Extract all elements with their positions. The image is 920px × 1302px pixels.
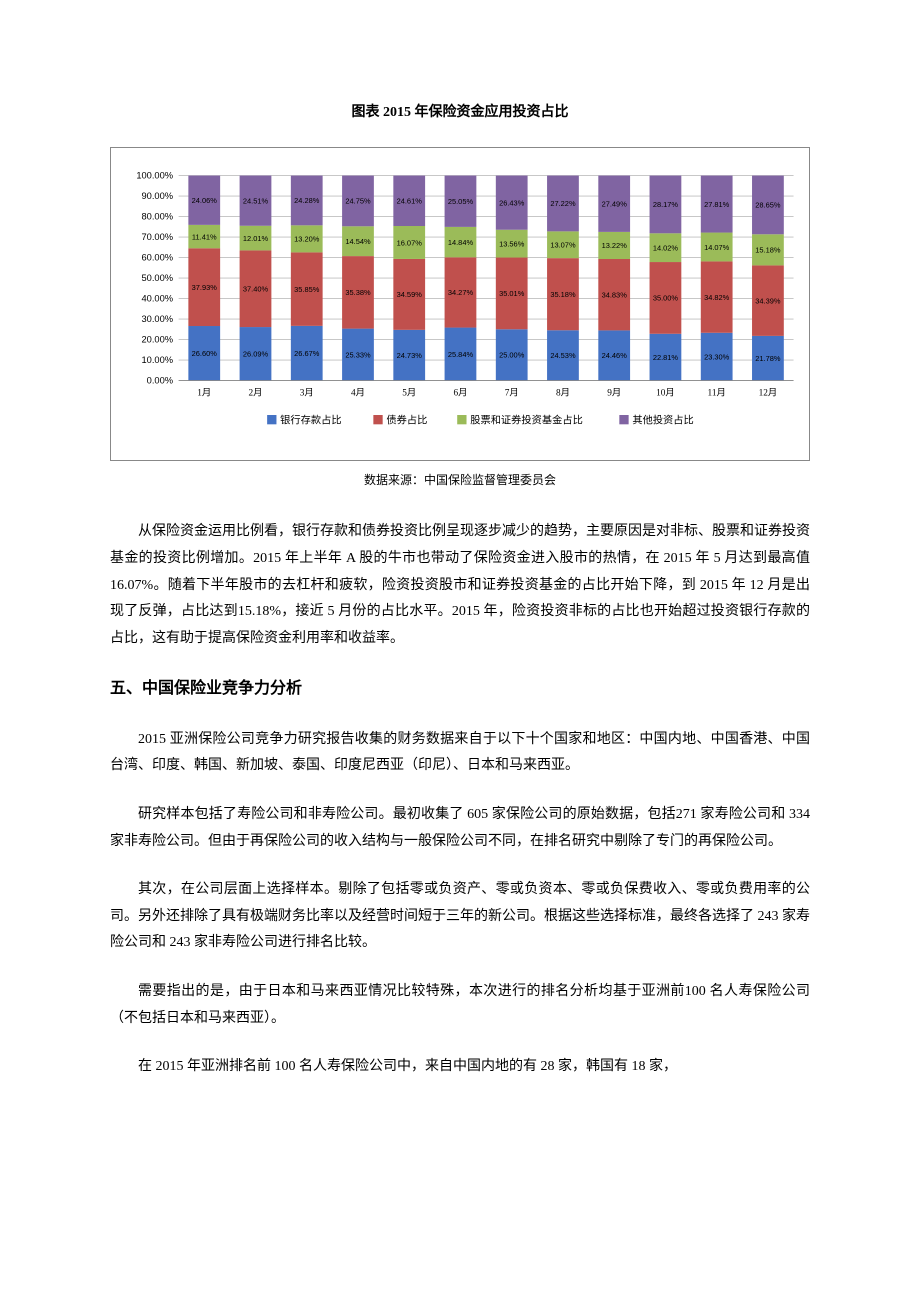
svg-text:34.27%: 34.27%: [448, 288, 474, 297]
svg-text:60.00%: 60.00%: [141, 252, 173, 262]
svg-text:24.61%: 24.61%: [397, 196, 423, 205]
svg-text:9月: 9月: [607, 387, 621, 398]
svg-text:34.59%: 34.59%: [397, 290, 423, 299]
svg-text:13.20%: 13.20%: [294, 234, 320, 243]
svg-text:27.22%: 27.22%: [550, 199, 576, 208]
chart-container: 0.00% 10.00% 20.00% 30.00% 40.00% 50.00% 60.00…: [110, 147, 810, 461]
svg-text:35.38%: 35.38%: [345, 288, 371, 297]
svg-text:24.28%: 24.28%: [294, 196, 320, 205]
paragraph-4: 其次，在公司层面上选择样本。剔除了包括零或负资产、零或负资本、零或负保费收入、零…: [110, 877, 810, 957]
svg-text:7月: 7月: [505, 387, 519, 398]
svg-text:37.40%: 37.40%: [243, 284, 269, 293]
section-heading: 五、中国保险业竞争力分析: [110, 674, 810, 704]
svg-text:24.73%: 24.73%: [397, 351, 423, 360]
svg-text:100.00%: 100.00%: [136, 170, 173, 180]
svg-text:37.93%: 37.93%: [192, 283, 218, 292]
svg-text:13.22%: 13.22%: [602, 241, 628, 250]
svg-text:27.49%: 27.49%: [602, 199, 628, 208]
svg-text:26.43%: 26.43%: [499, 198, 525, 207]
svg-text:14.54%: 14.54%: [345, 237, 371, 246]
svg-text:银行存款占比: 银行存款占比: [280, 413, 341, 426]
paragraph-6: 在 2015 年亚洲排名前 100 名人寿保险公司中，来自中国内地的有 28 家…: [110, 1054, 810, 1081]
svg-text:34.83%: 34.83%: [602, 290, 628, 299]
svg-text:4月: 4月: [351, 387, 365, 398]
svg-text:11月: 11月: [708, 387, 726, 398]
svg-text:27.81%: 27.81%: [704, 199, 730, 208]
svg-text:2月: 2月: [249, 387, 263, 398]
svg-text:80.00%: 80.00%: [141, 211, 173, 221]
svg-text:25.05%: 25.05%: [448, 197, 474, 206]
svg-text:5月: 5月: [402, 387, 416, 398]
svg-text:35.01%: 35.01%: [499, 289, 525, 298]
svg-text:25.84%: 25.84%: [448, 349, 474, 358]
svg-text:11.41%: 11.41%: [192, 232, 217, 241]
chart-title: 图表 2015 年保险资金应用投资占比: [110, 100, 810, 127]
svg-text:1月: 1月: [197, 387, 211, 398]
svg-text:28.65%: 28.65%: [755, 200, 781, 209]
svg-text:25.33%: 25.33%: [345, 350, 371, 359]
svg-text:13.56%: 13.56%: [499, 239, 525, 248]
svg-text:12.01%: 12.01%: [243, 233, 269, 242]
svg-text:10月: 10月: [656, 387, 675, 398]
stacked-bar-chart: 0.00% 10.00% 20.00% 30.00% 40.00% 50.00% 60.00…: [119, 158, 801, 454]
svg-text:12月: 12月: [759, 387, 778, 398]
paragraph-3: 研究样本包括了寿险公司和非寿险公司。最初收集了 605 家保险公司的原始数据，包…: [110, 802, 810, 855]
svg-text:债券占比: 债券占比: [386, 413, 427, 426]
svg-text:21.78%: 21.78%: [755, 354, 781, 363]
svg-text:10.00%: 10.00%: [141, 354, 173, 364]
svg-text:20.00%: 20.00%: [141, 334, 173, 344]
svg-text:8月: 8月: [556, 387, 570, 398]
svg-text:50.00%: 50.00%: [141, 272, 173, 282]
svg-text:14.02%: 14.02%: [653, 243, 679, 252]
paragraph-2: 2015 亚洲保险公司竞争力研究报告收集的财务数据来自于以下十个国家和地区：中国…: [110, 727, 810, 780]
svg-text:24.53%: 24.53%: [550, 351, 576, 360]
svg-text:26.09%: 26.09%: [243, 349, 269, 358]
paragraph-5: 需要指出的是，由于日本和马来西亚情况比较特殊，本次进行的排名分析均基于亚洲前10…: [110, 979, 810, 1032]
svg-text:24.75%: 24.75%: [345, 196, 371, 205]
svg-text:26.60%: 26.60%: [192, 349, 218, 358]
svg-text:15.18%: 15.18%: [755, 245, 781, 254]
svg-text:35.00%: 35.00%: [653, 293, 679, 302]
svg-text:其他投资占比: 其他投资占比: [632, 413, 693, 426]
svg-text:14.84%: 14.84%: [448, 238, 474, 247]
svg-text:14.07%: 14.07%: [704, 242, 730, 251]
svg-text:90.00%: 90.00%: [141, 190, 173, 200]
svg-text:0.00%: 0.00%: [147, 375, 173, 385]
svg-text:24.46%: 24.46%: [602, 351, 628, 360]
svg-text:70.00%: 70.00%: [141, 231, 173, 241]
svg-text:34.82%: 34.82%: [704, 292, 730, 301]
svg-text:35.18%: 35.18%: [550, 290, 576, 299]
svg-text:16.07%: 16.07%: [397, 238, 423, 247]
svg-text:股票和证券投资基金占比: 股票和证券投资基金占比: [470, 413, 583, 426]
svg-text:13.07%: 13.07%: [550, 240, 576, 249]
svg-text:34.39%: 34.39%: [755, 296, 781, 305]
chart-source: 数据来源：中国保险监督管理委员会: [110, 469, 810, 492]
svg-text:22.81%: 22.81%: [653, 353, 679, 362]
svg-text:26.67%: 26.67%: [294, 349, 320, 358]
svg-text:35.85%: 35.85%: [294, 285, 320, 294]
svg-text:3月: 3月: [300, 387, 314, 398]
svg-text:40.00%: 40.00%: [141, 293, 173, 303]
svg-text:24.51%: 24.51%: [243, 196, 269, 205]
paragraph-1: 从保险资金运用比例看，银行存款和债券投资比例呈现逐步减少的趋势，主要原因是对非标…: [110, 519, 810, 652]
svg-text:23.30%: 23.30%: [704, 352, 730, 361]
svg-text:28.17%: 28.17%: [653, 200, 679, 209]
svg-text:6月: 6月: [453, 387, 467, 398]
svg-text:25.00%: 25.00%: [499, 350, 525, 359]
svg-text:24.06%: 24.06%: [192, 196, 218, 205]
svg-text:30.00%: 30.00%: [141, 313, 173, 323]
